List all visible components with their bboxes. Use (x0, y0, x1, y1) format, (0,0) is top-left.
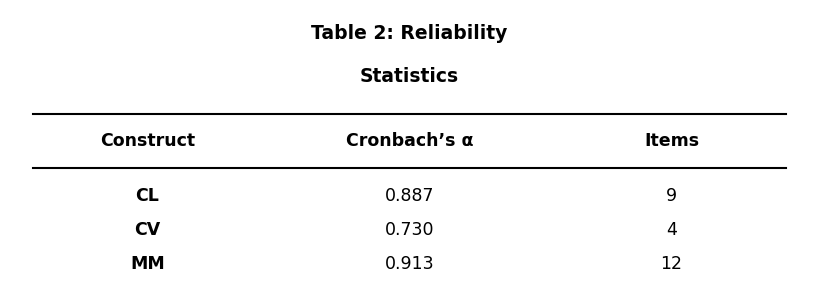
Text: 12: 12 (661, 255, 682, 273)
Text: 0.887: 0.887 (385, 187, 434, 205)
Text: Cronbach’s α: Cronbach’s α (346, 132, 473, 150)
Text: 4: 4 (666, 221, 677, 239)
Text: MM: MM (130, 255, 165, 273)
Text: 9: 9 (666, 187, 677, 205)
Text: Statistics: Statistics (360, 67, 459, 86)
Text: CL: CL (135, 187, 160, 205)
Text: Items: Items (644, 132, 699, 150)
Text: Table 2: Reliability: Table 2: Reliability (311, 24, 508, 43)
Text: 0.913: 0.913 (385, 255, 434, 273)
Text: 0.730: 0.730 (385, 221, 434, 239)
Text: Construct: Construct (100, 132, 195, 150)
Text: CV: CV (134, 221, 161, 239)
